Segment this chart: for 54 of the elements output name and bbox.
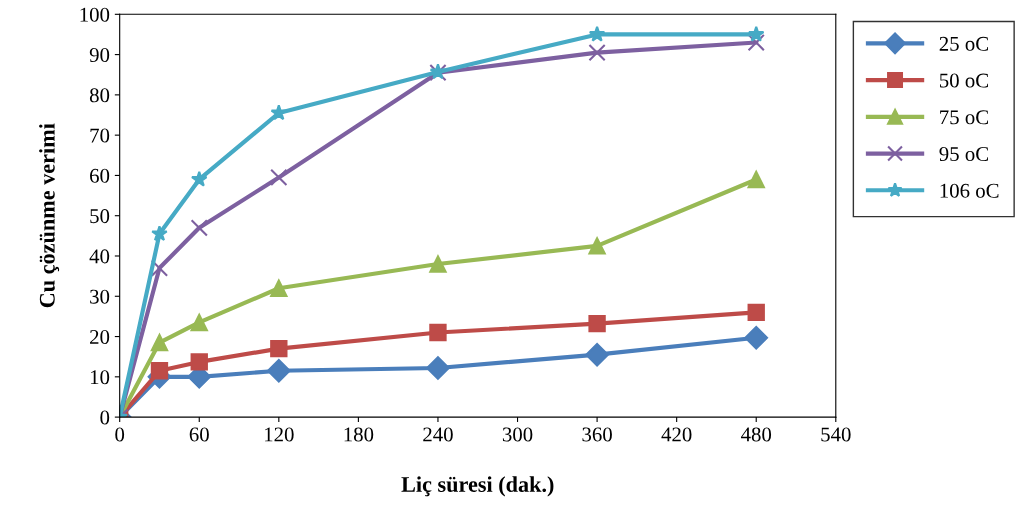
x-tick-label: 0 bbox=[115, 427, 125, 442]
x-axis-title: Liç süresi (dak.) bbox=[401, 476, 554, 497]
y-tick-label: 80 bbox=[89, 88, 110, 103]
legend-label: 75 oC bbox=[940, 110, 988, 125]
point bbox=[190, 219, 208, 237]
y-tick-label: 30 bbox=[90, 289, 110, 304]
legend-label: 50 oC bbox=[940, 73, 988, 88]
point bbox=[429, 255, 447, 273]
point bbox=[270, 279, 288, 297]
point bbox=[190, 313, 208, 332]
x-tick-label: 540 bbox=[821, 427, 851, 442]
y-tick-label: 10 bbox=[90, 370, 110, 385]
legend-label: 25 oC bbox=[939, 36, 988, 51]
point bbox=[744, 325, 769, 350]
point bbox=[190, 353, 208, 371]
x-tick-label: 360 bbox=[582, 427, 612, 442]
point bbox=[150, 259, 169, 277]
y-tick-label: 60 bbox=[90, 168, 110, 183]
point bbox=[151, 225, 168, 242]
point bbox=[588, 25, 606, 42]
point bbox=[747, 303, 765, 322]
point bbox=[426, 356, 450, 380]
x-tick-label: 300 bbox=[502, 427, 533, 442]
point bbox=[150, 362, 169, 380]
point bbox=[747, 170, 765, 189]
point bbox=[588, 237, 606, 255]
x-tick-label: 420 bbox=[661, 427, 692, 442]
point bbox=[266, 358, 291, 383]
point bbox=[747, 25, 765, 42]
y-tick-label: 40 bbox=[89, 249, 110, 264]
y-tick-label: 90 bbox=[89, 47, 110, 63]
y-tick-label: 50 bbox=[90, 209, 110, 224]
point bbox=[150, 333, 169, 352]
y-tick-label: 0 bbox=[100, 410, 110, 425]
legend-label: 106 oC bbox=[940, 183, 999, 198]
point bbox=[270, 339, 288, 358]
point bbox=[588, 43, 606, 62]
point bbox=[588, 314, 606, 333]
x-tick-label: 120 bbox=[265, 427, 294, 442]
y-tick-label: 70 bbox=[90, 128, 110, 143]
y-tick-label: 100 bbox=[80, 7, 110, 22]
point bbox=[190, 170, 208, 187]
point bbox=[429, 323, 447, 342]
y-axis-title: Cu çözünme verimi bbox=[39, 123, 60, 308]
legend-label: 95 oC bbox=[939, 147, 988, 162]
point bbox=[747, 33, 765, 52]
x-tick-label: 180 bbox=[344, 427, 374, 442]
y-tick-label: 20 bbox=[90, 329, 110, 344]
point bbox=[585, 342, 609, 367]
point bbox=[270, 104, 288, 121]
point bbox=[270, 168, 288, 187]
x-tick-label: 240 bbox=[423, 427, 453, 442]
x-tick-label: 480 bbox=[741, 427, 772, 442]
x-tick-label: 60 bbox=[189, 427, 209, 442]
